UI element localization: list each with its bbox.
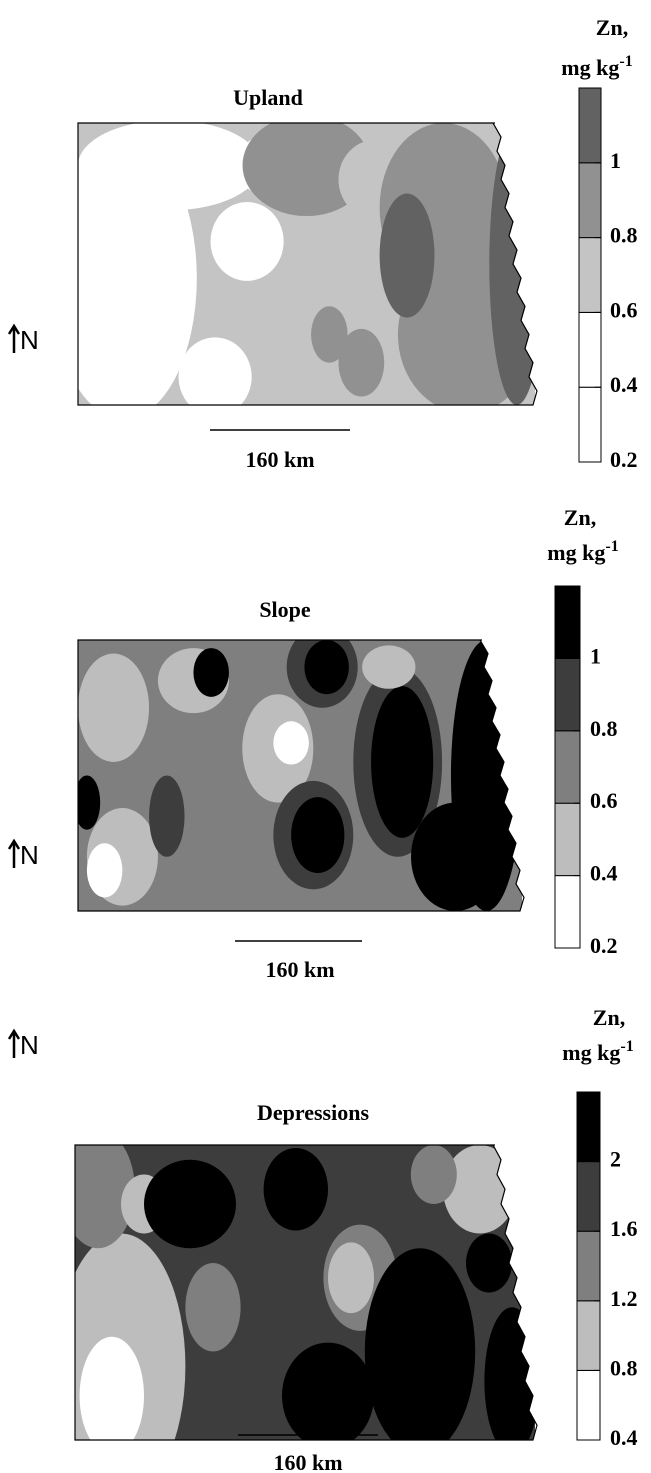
zone bbox=[185, 1263, 241, 1352]
zone bbox=[75, 1145, 135, 1249]
legend-swatch bbox=[578, 386, 602, 463]
zone bbox=[328, 1242, 374, 1314]
legend-unit-sup: -1 bbox=[605, 538, 618, 555]
north-label: N bbox=[20, 1030, 39, 1060]
zone bbox=[78, 775, 101, 830]
zone bbox=[450, 640, 522, 911]
zone bbox=[78, 123, 261, 211]
zone bbox=[489, 123, 537, 405]
legend-tick-label: 1 bbox=[610, 148, 621, 173]
zone bbox=[466, 1233, 512, 1293]
north-label: N bbox=[20, 325, 39, 355]
map-title: Slope bbox=[259, 597, 311, 622]
legend-unit: mg kg-1 bbox=[561, 53, 632, 80]
zone bbox=[193, 648, 229, 697]
legend-swatch bbox=[554, 875, 581, 949]
map-body bbox=[78, 123, 537, 405]
zone bbox=[86, 843, 123, 898]
legend-tick-label: 0.8 bbox=[610, 223, 638, 248]
legend-swatch bbox=[578, 87, 602, 164]
north-arrow bbox=[7, 323, 21, 353]
legend-unit-text: mg kg bbox=[547, 540, 605, 565]
legend-swatch bbox=[554, 657, 581, 732]
zone bbox=[78, 653, 150, 762]
map-body bbox=[78, 640, 522, 911]
north-label: N bbox=[20, 840, 39, 870]
legend-swatch bbox=[576, 1091, 601, 1163]
legend-tick-label: 0.6 bbox=[610, 297, 638, 322]
legend-swatch bbox=[576, 1300, 601, 1371]
legend-title: Zn, bbox=[593, 1005, 625, 1030]
zone bbox=[242, 123, 371, 217]
zone bbox=[311, 306, 348, 363]
legend-tick-label: 1 bbox=[590, 643, 601, 668]
zone bbox=[263, 1147, 328, 1231]
zone bbox=[371, 686, 434, 838]
legend-tick-label: 0.4 bbox=[610, 1425, 638, 1450]
zone bbox=[484, 1307, 537, 1440]
legend-tick-label: 2 bbox=[610, 1147, 621, 1172]
legend-swatch bbox=[576, 1369, 601, 1441]
zone bbox=[149, 775, 185, 857]
legend-tick-label: 0.4 bbox=[590, 861, 618, 886]
map-outline bbox=[77, 639, 525, 912]
legend-tick-label: 1.2 bbox=[610, 1286, 638, 1311]
legend-tick-label: 0.8 bbox=[590, 716, 618, 741]
legend-tick-label: 0.2 bbox=[610, 447, 638, 472]
legend-swatch bbox=[576, 1161, 601, 1232]
zone bbox=[364, 1248, 476, 1440]
map-body bbox=[75, 1145, 537, 1440]
legend-swatch bbox=[578, 237, 602, 313]
legend-unit-sup: -1 bbox=[620, 1038, 633, 1055]
legend-tick-label: 0.6 bbox=[590, 788, 618, 813]
map-title: Upland bbox=[233, 85, 303, 110]
legend-unit-sup: -1 bbox=[619, 53, 632, 70]
zone bbox=[443, 1145, 517, 1234]
zone bbox=[362, 645, 416, 689]
legend-unit: mg kg-1 bbox=[562, 1038, 633, 1065]
legend-tick-label: 0.8 bbox=[610, 1355, 638, 1380]
zone bbox=[379, 193, 435, 318]
legend-swatch bbox=[576, 1230, 601, 1302]
north-arrow bbox=[7, 838, 21, 868]
legend-unit-text: mg kg bbox=[562, 1040, 620, 1065]
zone bbox=[291, 797, 345, 874]
legend-unit: mg kg-1 bbox=[547, 538, 618, 565]
scale-label: 160 km bbox=[265, 957, 334, 982]
north-arrow bbox=[7, 1028, 21, 1058]
zone bbox=[410, 1145, 457, 1204]
scale-label: 160 km bbox=[245, 447, 314, 472]
map-outline bbox=[74, 1144, 538, 1441]
zone bbox=[304, 640, 349, 695]
zone bbox=[273, 721, 309, 765]
zone bbox=[178, 337, 252, 405]
zone bbox=[210, 201, 284, 281]
scale-label: 160 km bbox=[273, 1450, 342, 1473]
legend-swatch bbox=[578, 162, 602, 239]
map-title: Depressions bbox=[257, 1100, 369, 1125]
legend-tick-label: 0.2 bbox=[590, 933, 618, 958]
legend-swatch bbox=[554, 585, 581, 659]
legend-tick-label: 1.6 bbox=[610, 1216, 638, 1241]
legend-swatch bbox=[578, 311, 602, 388]
legend-unit-text: mg kg bbox=[561, 55, 619, 80]
legend-title: Zn, bbox=[596, 15, 628, 40]
legend-tick-label: 0.4 bbox=[610, 372, 638, 397]
legend-title: Zn, bbox=[564, 505, 596, 530]
zone bbox=[79, 1336, 145, 1440]
map-outline bbox=[77, 122, 538, 406]
zone bbox=[338, 328, 385, 397]
legend-swatch bbox=[554, 802, 581, 877]
legend-swatch bbox=[554, 730, 581, 804]
zone bbox=[282, 1342, 374, 1440]
zone bbox=[144, 1159, 236, 1249]
